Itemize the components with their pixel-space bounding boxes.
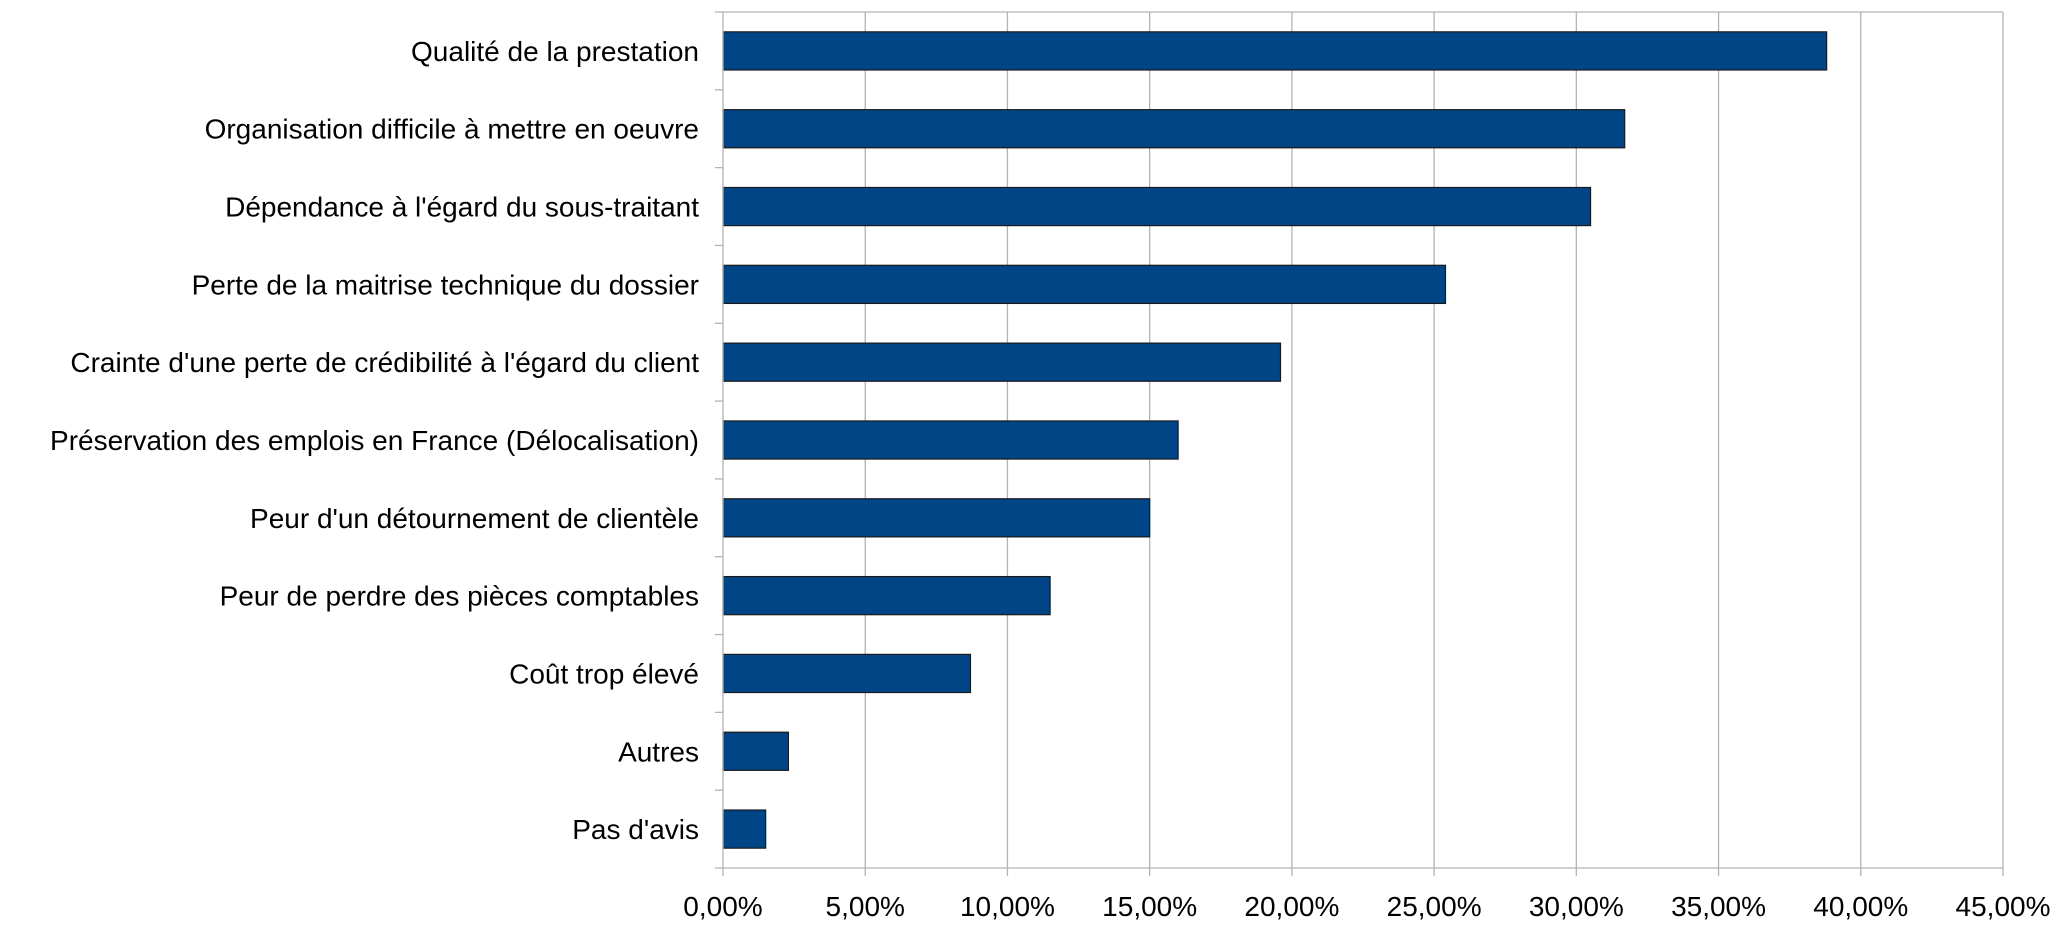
- category-label-0: Qualité de la prestation: [411, 36, 699, 67]
- category-label-2: Dépendance à l'égard du sous-traitant: [225, 192, 699, 223]
- category-label-4: Crainte d'une perte de crédibilité à l'é…: [70, 347, 699, 378]
- category-labels: Qualité de la prestation Organisation dif…: [50, 36, 699, 845]
- x-tick-label-4: 20,00%: [1244, 891, 1339, 922]
- bar-1: [722, 109, 1626, 149]
- category-label-6: Peur d'un détournement de clientèle: [250, 503, 699, 534]
- category-label-8: Coût trop élevé: [509, 658, 699, 689]
- category-label-10: Pas d'avis: [572, 814, 699, 845]
- x-tick-label-9: 45,00%: [1956, 891, 2051, 922]
- grid-layer: [864, 12, 2004, 868]
- x-tick-labels: 0,00% 5,00% 10,00% 15,00% 20,00% 25,00% 30,00%…: [683, 891, 2050, 922]
- bar-8: [722, 653, 972, 694]
- x-tick-label-2: 10,00%: [960, 891, 1055, 922]
- x-tick-label-0: 0,00%: [683, 891, 762, 922]
- bar-2: [722, 186, 1592, 227]
- bar-10: [722, 809, 767, 849]
- bar-0: [722, 31, 1828, 71]
- x-tick-label-8: 40,00%: [1813, 891, 1908, 922]
- x-tick-label-1: 5,00%: [826, 891, 905, 922]
- bar-5: [722, 420, 1179, 460]
- category-label-3: Perte de la maitrise technique du dossie…: [192, 269, 699, 300]
- bar-6: [722, 498, 1151, 538]
- bar-7: [722, 575, 1051, 616]
- bar-layer: [722, 31, 1828, 849]
- x-tick-label-7: 35,00%: [1671, 891, 1766, 922]
- x-tick-label-6: 30,00%: [1529, 891, 1624, 922]
- x-tick-label-5: 25,00%: [1387, 891, 1482, 922]
- category-label-9: Autres: [618, 736, 699, 767]
- bar-9: [722, 731, 790, 771]
- category-label-1: Organisation difficile à mettre en oeuvr…: [205, 114, 699, 145]
- bar-3: [722, 264, 1447, 305]
- bar-4: [722, 342, 1282, 382]
- category-label-5: Préservation des emplois en France (Délo…: [50, 425, 699, 456]
- category-label-7: Peur de perdre des pièces comptables: [220, 581, 699, 612]
- axis-layer: [715, 11, 2004, 876]
- x-tick-label-3: 15,00%: [1102, 891, 1197, 922]
